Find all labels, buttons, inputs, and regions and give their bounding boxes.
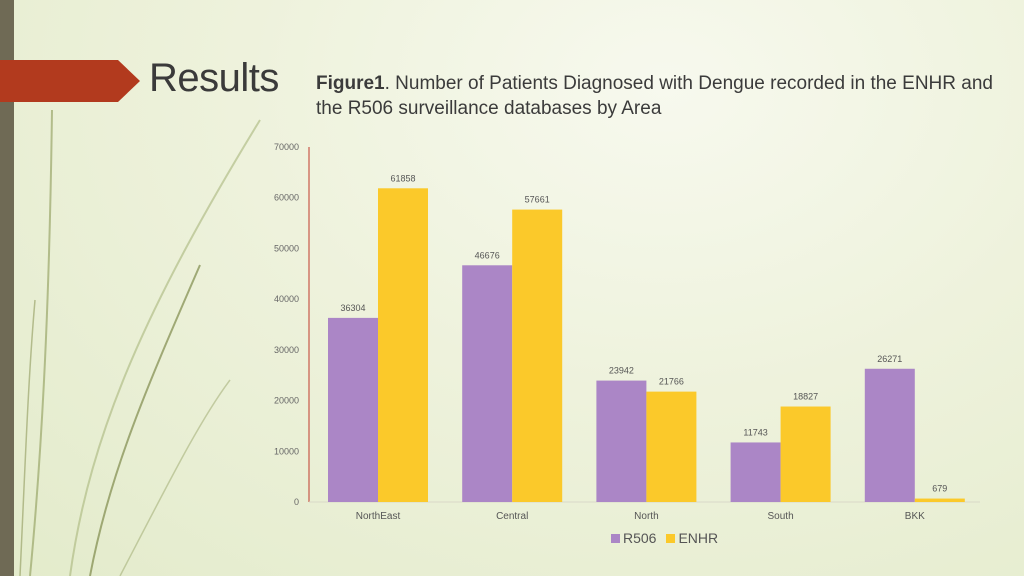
legend-swatch-enhr	[666, 533, 676, 543]
x-category-label: Central	[496, 511, 528, 522]
bar-enhr-bkk	[914, 498, 965, 502]
figure-label: Figure1	[316, 73, 385, 94]
bar-enhr-north	[646, 391, 697, 502]
data-label-enhr-bkk: 679	[932, 484, 947, 494]
page-title: Results	[149, 56, 279, 100]
legend-swatch-r506	[611, 533, 620, 543]
x-category-label: NorthEast	[356, 511, 401, 522]
legend-label-r506: R506	[623, 530, 657, 546]
y-tick-label: 70000	[274, 142, 299, 152]
y-tick-label: 50000	[274, 243, 299, 253]
bar-r506-bkk	[864, 368, 915, 502]
data-label-enhr-northeast: 61858	[390, 173, 415, 183]
y-tick-label: 30000	[274, 345, 299, 355]
bar-r506-central	[462, 265, 513, 502]
y-tick-label: 10000	[274, 446, 299, 456]
y-tick-label: 20000	[274, 396, 299, 406]
bar-enhr-central	[512, 209, 563, 502]
data-label-enhr-south: 18827	[793, 392, 818, 402]
chart-legend: R506 ENHR	[611, 530, 724, 546]
bar-r506-northeast	[328, 317, 378, 502]
data-label-enhr-north: 21766	[659, 377, 684, 387]
data-label-r506-bkk: 26271	[877, 354, 902, 364]
figure-caption: Figure1. Number of Patients Diagnosed wi…	[316, 71, 996, 121]
figure-text: . Number of Patients Diagnosed with Deng…	[316, 73, 993, 119]
bar-enhr-northeast	[378, 188, 428, 502]
legend-item-enhr: ENHR	[666, 530, 718, 546]
data-label-enhr-central: 57661	[525, 195, 550, 205]
legend-label-enhr: ENHR	[678, 530, 719, 546]
bar-enhr-south	[780, 406, 831, 502]
data-label-r506-south: 11743	[743, 427, 767, 437]
data-label-r506-northeast: 36304	[340, 303, 365, 313]
bar-r506-south	[730, 442, 781, 502]
bar-r506-north	[596, 380, 647, 502]
x-category-label: BKK	[905, 511, 925, 522]
y-tick-label: 40000	[274, 294, 299, 304]
y-tick-label: 0	[294, 497, 299, 507]
title-arrow-shape	[0, 60, 140, 102]
legend-item-r506: R506	[611, 530, 656, 546]
data-label-r506-north: 23942	[609, 366, 634, 376]
y-tick-label: 60000	[274, 193, 299, 203]
left-decorative-strip	[0, 0, 14, 576]
x-category-label: South	[768, 511, 794, 522]
x-category-label: North	[634, 511, 658, 522]
data-label-r506-central: 46676	[475, 250, 500, 260]
